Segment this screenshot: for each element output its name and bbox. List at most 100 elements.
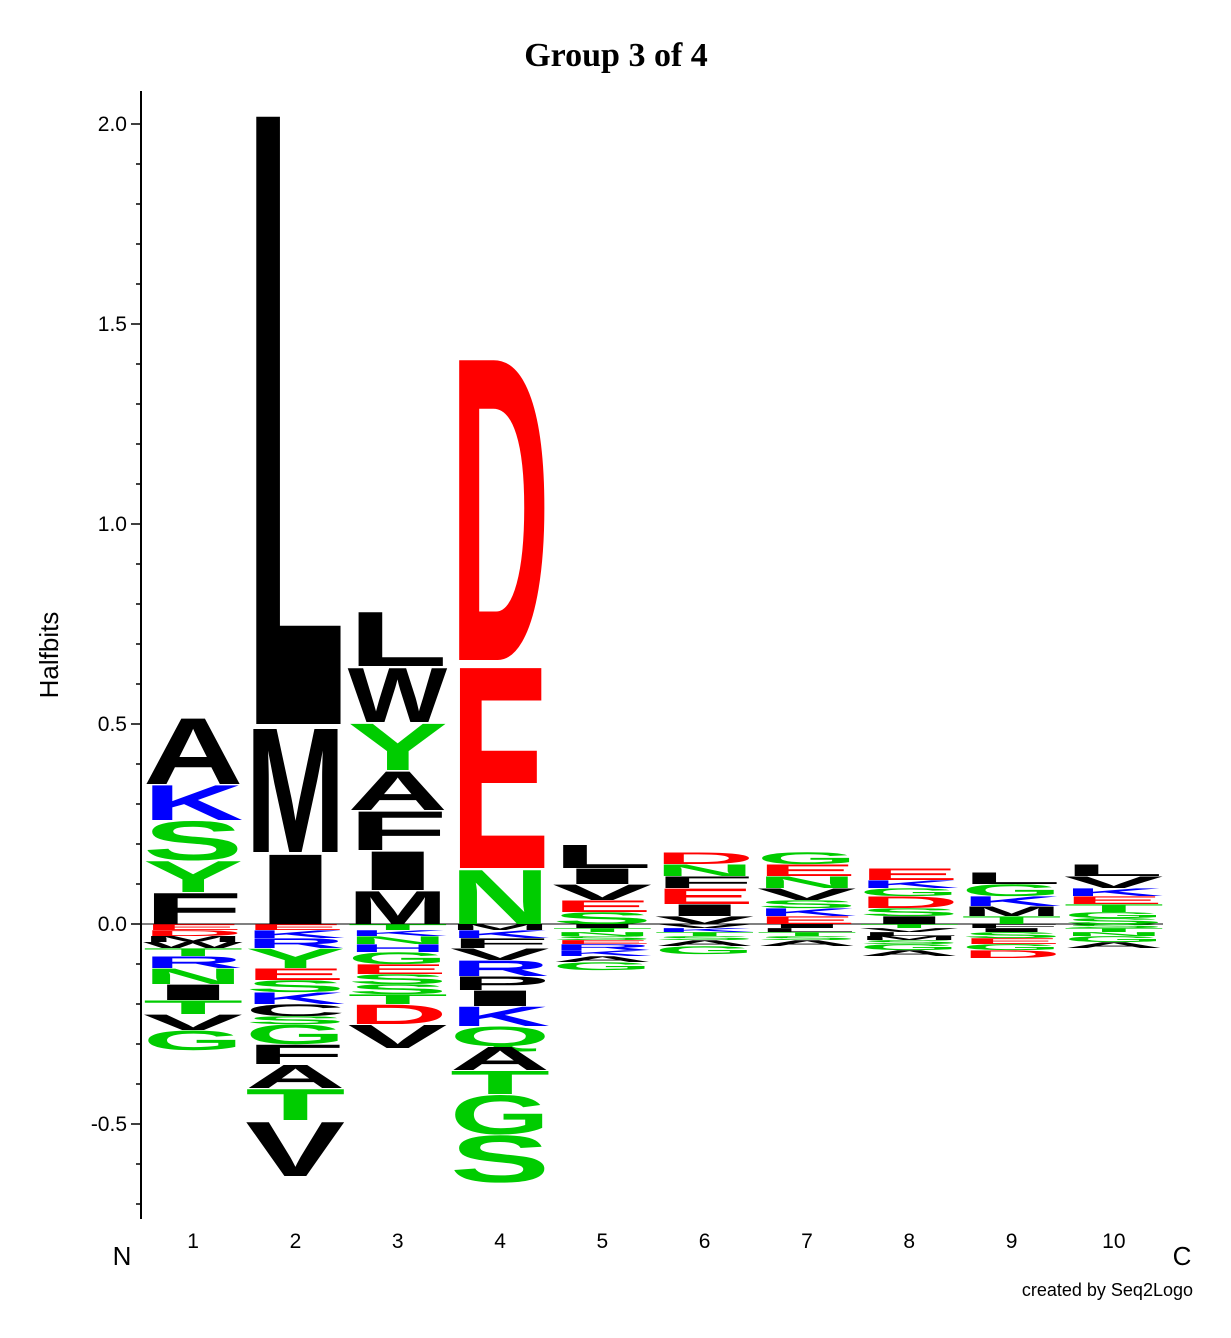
logo-letter-i: I	[655, 901, 755, 920]
logo-letter-l: L	[961, 869, 1061, 888]
logo-letter-s: S	[450, 1122, 550, 1197]
logo-letter-e: E	[245, 922, 345, 931]
logo-letter-f: F	[655, 873, 755, 892]
logo-letter-l: L	[245, 0, 345, 912]
logo-letter-e: E	[552, 939, 652, 945]
logo-letter-t: T	[143, 946, 243, 958]
logo-letter-p: P	[450, 972, 550, 994]
logo-letter-i: I	[143, 980, 243, 1005]
logo-letter-k: K	[245, 928, 345, 940]
logo-letter-v: V	[1064, 873, 1164, 892]
x-tick-label: 7	[801, 1230, 813, 1253]
logo-letter-i: I	[552, 923, 652, 929]
logo-letter-d: D	[143, 928, 243, 937]
logo-letter-l: L	[859, 931, 959, 937]
logo-letter-n: N	[143, 964, 243, 989]
logo-letter-g: G	[348, 949, 448, 968]
logo-letter-k: K	[757, 906, 857, 918]
x-tick-label: 9	[1006, 1230, 1018, 1253]
logo-letter-t: T	[348, 922, 448, 931]
logo-letter-v: V	[655, 914, 755, 926]
logo-letter-d: D	[655, 849, 755, 868]
logo-letter-w: W	[348, 651, 448, 739]
logo-letter-s: S	[655, 935, 755, 941]
c-terminal-label: C	[1173, 1241, 1192, 1271]
logo-letter-m: M	[348, 881, 448, 934]
logo-letter-g: G	[552, 960, 652, 972]
logo-letter-y: Y	[245, 943, 345, 974]
credit-text: created by Seq2Logo	[1022, 1280, 1193, 1300]
logo-letter-i: I	[757, 923, 857, 929]
logo-letter-m: M	[450, 923, 550, 932]
logo-letter-s: S	[245, 1014, 345, 1027]
logo-letter-f: F	[450, 935, 550, 951]
logo-letter-s: S	[348, 971, 448, 987]
logo-letter-e: E	[859, 865, 959, 884]
logo-letter-f: F	[961, 923, 1061, 929]
logo-letter-s: S	[552, 935, 652, 941]
logo-letter-s: S	[1064, 916, 1164, 925]
logo-letter-e: E	[552, 897, 652, 916]
logo-letter-s: S	[245, 977, 345, 996]
logo-letter-n: N	[655, 861, 755, 880]
logo-letter-e: E	[450, 607, 550, 931]
x-tick-label: 8	[903, 1230, 915, 1253]
logo-letter-y: Y	[348, 710, 448, 785]
logo-letter-m: M	[961, 903, 1061, 919]
x-tick-label: 2	[290, 1230, 302, 1253]
logo-letter-v: V	[552, 880, 652, 905]
logo-letter-d: D	[348, 999, 448, 1030]
logo-letter-e: E	[757, 861, 857, 880]
logo-letter-t: T	[348, 991, 448, 1007]
logo-letter-s: S	[552, 909, 652, 928]
logo-letter-s: S	[859, 906, 959, 919]
logo-letter-f: F	[143, 884, 243, 934]
logo-letter-n: N	[757, 873, 857, 892]
logo-letter-i: I	[552, 864, 652, 889]
logo-letter-q: Q	[450, 1021, 550, 1052]
logo-letter-y: Y	[143, 852, 243, 902]
logo-letter-e: E	[655, 884, 755, 909]
logo-letter-t: T	[450, 1064, 550, 1101]
y-tick-label: 0.5	[98, 713, 127, 736]
logo-letter-t: T	[245, 1080, 345, 1130]
x-tick-label: 6	[699, 1230, 711, 1253]
y-tick-label: -0.5	[91, 1113, 127, 1136]
logo-letter-i: I	[961, 927, 1061, 933]
logo-letter-a: A	[450, 1040, 550, 1077]
logo-letter-g: G	[143, 1025, 243, 1056]
logo-letter-t: T	[1064, 927, 1164, 933]
logo-letter-g: G	[961, 942, 1061, 951]
logo-letter-n: N	[348, 934, 448, 946]
logo-letter-k: K	[655, 927, 755, 933]
logo-letter-k: K	[859, 878, 959, 890]
logo-letter-a: A	[348, 760, 448, 822]
logo-letter-k: K	[348, 928, 448, 937]
logo-letter-e: E	[757, 914, 857, 927]
y-axis: -0.5 0.0 0.5 1.0 1.5 2.0	[91, 91, 1163, 1219]
logo-letter-v: V	[450, 945, 550, 964]
chart-title: Group 3 of 4	[524, 37, 708, 74]
logo-letter-k: K	[961, 893, 1061, 909]
logo-letter-e: E	[245, 965, 345, 984]
logo-letter-g: G	[245, 1019, 345, 1050]
logo-letter-e: E	[1064, 894, 1164, 907]
logo-letter-d: D	[859, 893, 959, 912]
logo-letter-a: A	[245, 1058, 345, 1095]
logo-letter-a: A	[143, 699, 243, 805]
logo-letter-n: N	[552, 931, 652, 937]
logo-letter-a: A	[552, 954, 652, 963]
logo-letter-i: I	[348, 839, 448, 902]
logo-letter-v: V	[143, 1010, 243, 1035]
logo-letter-i: I	[245, 833, 345, 945]
logo-letter-t: T	[1064, 902, 1164, 914]
logo-letter-g: G	[859, 886, 959, 898]
logo-letter-t: T	[552, 927, 652, 933]
logo-letter-a: A	[859, 948, 959, 957]
y-tick-label: 1.5	[98, 313, 127, 336]
logo-letter-t: T	[961, 914, 1061, 926]
logo-letter-t: T	[757, 931, 857, 937]
logo-letter-e: E	[143, 922, 243, 931]
x-tick-label: 3	[392, 1230, 404, 1253]
